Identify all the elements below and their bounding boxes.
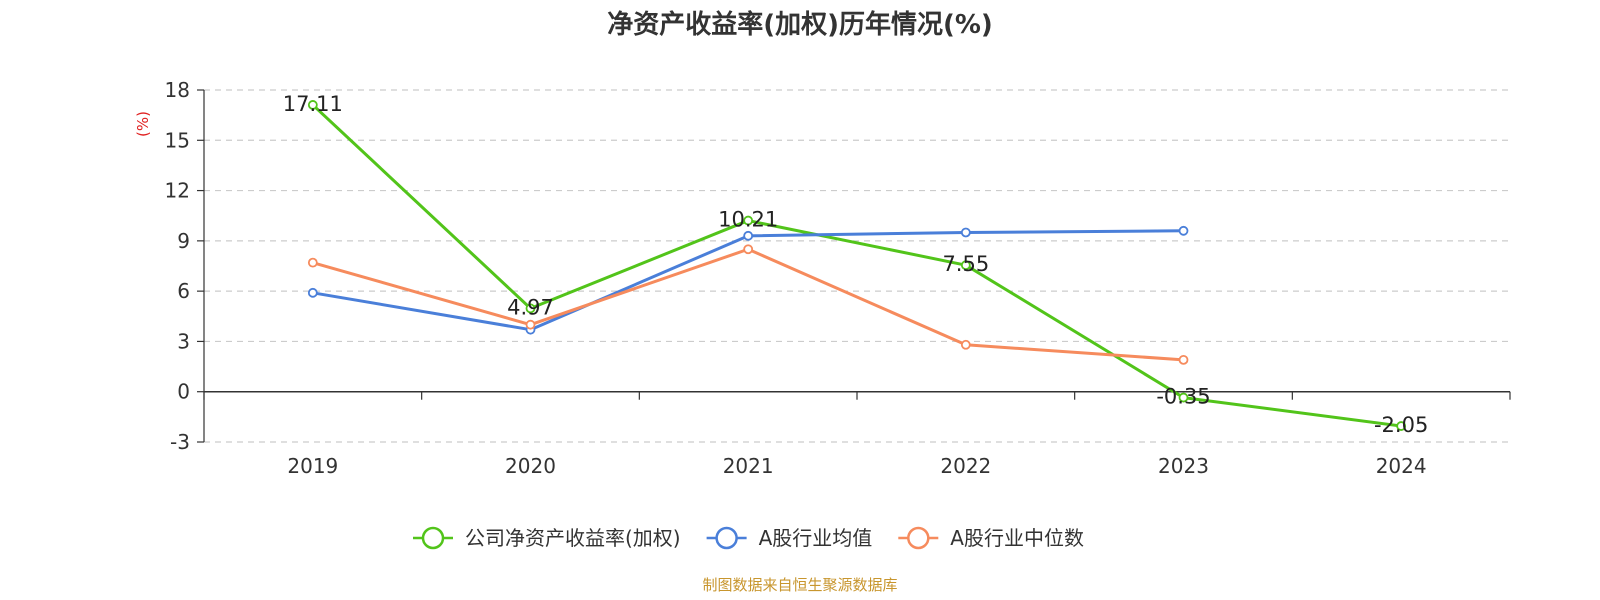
legend[interactable]: 公司净资产收益率(加权) A股行业均值 A股行业中位数 — [413, 526, 1084, 550]
legend-item[interactable]: A股行业均值 — [706, 526, 873, 550]
data-point[interactable] — [525, 319, 536, 330]
series-line — [312, 247, 1184, 362]
x-tick-label: 2023 — [1158, 454, 1209, 478]
x-tick-label: 2021 — [723, 454, 774, 478]
data-point[interactable] — [743, 244, 754, 255]
data-label: 4.97 — [507, 295, 554, 319]
data-label: 10.21 — [718, 208, 778, 232]
data-labels: 17.11 4.97 10.21 7.55 -0.35 -2.05 — [283, 92, 1429, 437]
chart-title: 净资产收益率(加权)历年情况(%) — [607, 9, 993, 40]
y-tick-label: 12 — [165, 179, 190, 203]
y-tick-label: 15 — [165, 128, 190, 152]
data-point[interactable] — [1178, 392, 1189, 403]
data-point[interactable] — [1178, 225, 1189, 236]
grid-lines — [204, 89, 1510, 443]
legend-swatch-marker — [907, 526, 930, 550]
legend-item[interactable]: 公司净资产收益率(加权) — [413, 526, 681, 550]
x-tick-label: 2019 — [287, 454, 338, 478]
data-point[interactable] — [960, 260, 971, 271]
data-point[interactable] — [743, 230, 754, 241]
y-axis-label: (%) — [134, 111, 152, 137]
y-tick-label: 18 — [165, 78, 190, 102]
data-point[interactable] — [743, 215, 754, 226]
legend-label: A股行业均值 — [759, 526, 873, 550]
y-tick-label: 9 — [177, 229, 190, 253]
data-point[interactable] — [307, 257, 318, 268]
y-tick-label: 6 — [177, 279, 190, 303]
data-label: 7.55 — [942, 252, 989, 276]
data-point[interactable] — [307, 100, 318, 110]
data-point[interactable] — [1396, 421, 1407, 431]
data-point[interactable] — [960, 339, 971, 350]
x-tick-label: 2024 — [1376, 454, 1427, 478]
y-tick-label: 3 — [177, 329, 190, 353]
data-label: -2.05 — [1374, 413, 1428, 437]
data-label: 17.11 — [283, 92, 343, 116]
legend-item[interactable]: A股行业中位数 — [898, 526, 1084, 550]
data-point[interactable] — [960, 227, 971, 238]
x-tick-label: 2022 — [940, 454, 991, 478]
y-tick-label: -3 — [170, 430, 190, 454]
legend-swatch-marker — [421, 526, 445, 550]
series-1 — [307, 100, 1407, 431]
series-lines — [307, 100, 1407, 431]
data-point[interactable] — [307, 287, 318, 298]
legend-swatch-marker — [715, 526, 738, 550]
axes: 18 15 12 9 6 3 0 -3 2019 2020 2021 2022 2023 2024 — [165, 78, 1511, 478]
source-note: 制图数据来自恒生聚源数据库 — [702, 576, 897, 594]
data-label: -0.35 — [1156, 385, 1210, 409]
data-point[interactable] — [525, 303, 536, 314]
legend-label: A股行业中位数 — [950, 526, 1084, 550]
series-line — [311, 103, 1402, 428]
series-3 — [307, 244, 1189, 365]
legend-label: 公司净资产收益率(加权) — [465, 526, 681, 550]
y-tick-label: 0 — [177, 380, 190, 404]
series-2 — [307, 225, 1189, 335]
x-tick-label: 2020 — [505, 454, 556, 478]
data-point[interactable] — [1178, 354, 1189, 365]
